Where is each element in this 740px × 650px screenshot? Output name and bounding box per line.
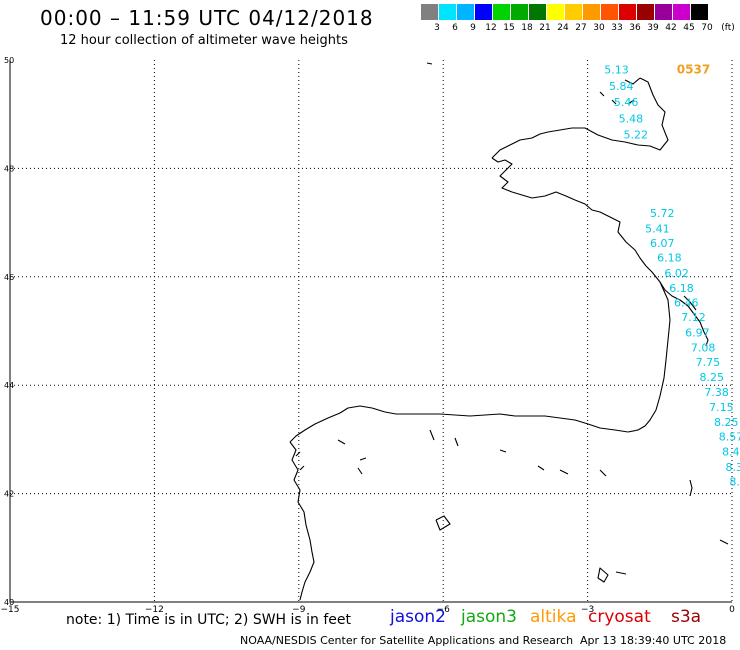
scale-swatch (547, 4, 565, 20)
scale-swatch (673, 4, 691, 20)
swh-label: 8.40 (729, 475, 740, 488)
scale-tick-label: 24 (557, 23, 569, 33)
swh-label: 6.18 (657, 252, 682, 265)
coastline (289, 441, 315, 601)
scale-unit-label: (ft) (721, 23, 735, 33)
scale-swatch (637, 4, 655, 20)
scale-swatch (565, 4, 583, 20)
swh-label: 5.41 (645, 222, 670, 235)
coastline (624, 77, 641, 85)
swh-label: 5.46 (614, 96, 639, 109)
swh-label: 5.84 (609, 80, 634, 93)
satellite-legend-jason2: jason2 (390, 607, 446, 627)
coastline (599, 91, 635, 105)
scale-swatch (529, 4, 547, 20)
scale-tick-label: 3 (434, 23, 440, 33)
coastline (337, 439, 367, 475)
swh-label: 7.15 (709, 401, 734, 414)
coastline (689, 479, 693, 497)
swh-label: 5.22 (623, 129, 648, 142)
note-text: note: 1) Time is in UTC; 2) SWH is in fe… (66, 612, 352, 628)
credit-timestamp: Apr 13 18:39:40 UTC 2018 (580, 634, 727, 647)
scale-swatch (439, 4, 457, 20)
swh-label: 5.13 (604, 64, 629, 77)
lat-tick-label: 42 (4, 490, 14, 499)
scale-swatch (655, 4, 673, 20)
scale-swatch (601, 4, 619, 20)
pass-time-label: 0537 (677, 63, 710, 77)
satellite-legend-jason3: jason3 (461, 607, 517, 627)
scale-tick-label: 42 (665, 23, 677, 33)
scale-tick-label: 15 (503, 23, 515, 33)
lon-tick-label: −15 (1, 605, 20, 615)
scale-swatch (619, 4, 637, 20)
swh-label: 8.33 (726, 461, 740, 474)
scale-tick-label: 33 (611, 23, 623, 33)
coastline (597, 567, 609, 583)
scale-swatch (493, 4, 511, 20)
lat-tick-label: 40 (4, 598, 14, 607)
coastline (435, 515, 451, 531)
lat-tick-label: 48 (4, 164, 14, 173)
coastline (683, 295, 697, 311)
coastline (491, 157, 641, 259)
scale-swatch (691, 4, 709, 20)
swh-label: 5.48 (619, 112, 644, 125)
scale-tick-label: 27 (575, 23, 587, 33)
coastline (429, 429, 507, 453)
scale-tick-label: 12 (485, 23, 497, 33)
lon-tick-label: 0 (729, 605, 735, 615)
scale-tick-label: 70 (701, 23, 713, 33)
lat-tick-label: 44 (4, 381, 14, 390)
satellite-legend-cryosat: cryosat (588, 607, 651, 627)
swh-label: 7.08 (691, 342, 716, 355)
coastline (295, 451, 305, 471)
credit-text: NOAA/NESDIS Center for Satellite Applica… (240, 634, 574, 647)
swh-label: 6.46 (674, 297, 699, 310)
coastline (627, 281, 671, 433)
scale-tick-label: 9 (470, 23, 476, 33)
lon-tick-label: −6 (437, 605, 451, 615)
swh-label: 8.25 (714, 416, 739, 429)
scale-tick-label: 36 (629, 23, 641, 33)
scale-tick-label: 39 (647, 23, 659, 33)
coastline (615, 539, 729, 575)
coastline (639, 257, 709, 347)
lon-tick-label: −3 (581, 605, 594, 615)
swh-label: 7.75 (696, 356, 721, 369)
scale-tick-label: 30 (593, 23, 605, 33)
scale-swatch (421, 4, 439, 20)
lat-tick-label: 50 (4, 56, 14, 65)
swh-label: 6.02 (664, 267, 689, 280)
scale-tick-label: 21 (539, 23, 551, 33)
scale-swatch (583, 4, 601, 20)
satellite-legend-s3a: s3a (671, 607, 702, 627)
scale-swatch (475, 4, 493, 20)
coastline (491, 77, 669, 159)
swh-label: 6.97 (685, 326, 710, 339)
scale-tick-label: 45 (683, 23, 695, 33)
swh-label: 8.25 (700, 371, 725, 384)
scale-swatch (457, 4, 475, 20)
swh-label: 8.57 (719, 430, 740, 443)
scale-tick-label: 18 (521, 23, 533, 33)
lat-tick-label: 46 (4, 273, 14, 282)
coastline (289, 405, 629, 443)
swh-label: 6.07 (650, 237, 675, 250)
coastline (537, 465, 607, 477)
scale-swatch (511, 4, 529, 20)
chart-title: 00:00 – 11:59 UTC 04/12/2018 (40, 6, 374, 30)
chart-subtitle: 12 hour collection of altimeter wave hei… (60, 33, 348, 48)
coastline (426, 62, 433, 65)
scale-tick-label: 6 (452, 23, 458, 33)
swh-label: 6.18 (669, 282, 694, 295)
swh-label: 7.38 (704, 386, 729, 399)
swh-label: 5.72 (650, 207, 675, 220)
lon-tick-label: −9 (292, 605, 306, 615)
swh-label: 7.12 (681, 311, 706, 324)
satellite-legend-altika: altika (530, 607, 577, 627)
lon-tick-label: −12 (145, 605, 164, 615)
swh-label: 8.43 (722, 446, 740, 459)
